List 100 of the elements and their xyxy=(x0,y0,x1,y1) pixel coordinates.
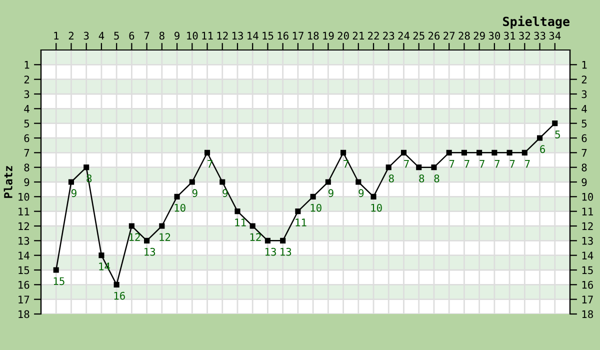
point xyxy=(68,179,74,185)
y-tick-label: 9 xyxy=(24,178,30,186)
y-tick-label: 6 xyxy=(24,134,30,142)
y-tick-label: 16 xyxy=(18,280,30,289)
data-label: 13 xyxy=(144,248,156,256)
y-tick-label: 7 xyxy=(24,149,30,157)
point xyxy=(280,238,286,244)
data-label: 12 xyxy=(250,233,261,241)
x-axis-title: Spieltage xyxy=(503,16,570,29)
data-label: 8 xyxy=(419,174,424,182)
x-tick-label: 26 xyxy=(428,32,440,40)
point xyxy=(250,223,256,229)
data-label: 9 xyxy=(328,189,334,198)
x-tick-label: 32 xyxy=(519,32,530,40)
x-tick-label: 30 xyxy=(488,32,500,40)
x-tick-label: 25 xyxy=(413,32,424,40)
point xyxy=(144,238,150,244)
x-tick-label: 2 xyxy=(68,32,74,40)
data-label: 8 xyxy=(388,174,394,182)
y-tick-label: 2 xyxy=(24,76,30,84)
point xyxy=(536,135,543,141)
point xyxy=(522,150,528,156)
x-tick-label: 9 xyxy=(174,32,180,40)
data-label: 7 xyxy=(494,160,500,168)
data-label: 12 xyxy=(160,233,170,241)
y2-tick-label: 5 xyxy=(582,120,587,128)
data-label: 11 xyxy=(235,218,246,226)
data-label: 9 xyxy=(72,189,76,198)
y-tick-label: 5 xyxy=(24,120,30,128)
x-tick-label: 28 xyxy=(458,32,470,40)
data-label: 16 xyxy=(114,292,125,300)
data-label: 9 xyxy=(358,189,364,198)
point xyxy=(370,194,376,200)
x-tick-label: 7 xyxy=(144,32,150,40)
data-label: 7 xyxy=(344,160,348,168)
x-tick-label: 33 xyxy=(534,32,546,40)
data-label: 10 xyxy=(310,204,322,212)
y-tick-label: 15 xyxy=(18,266,30,274)
x-tick-label: 16 xyxy=(278,32,288,40)
point xyxy=(506,150,512,156)
x-tick-label: 13 xyxy=(232,32,243,40)
x-tick-label: 34 xyxy=(549,32,561,40)
data-label: 10 xyxy=(371,204,382,212)
data-label: 11 xyxy=(296,218,306,226)
data-label: 13 xyxy=(265,248,276,256)
y2-tick-label: 1 xyxy=(582,61,587,69)
data-label: 10 xyxy=(174,204,186,212)
y2-tick-label: 8 xyxy=(582,164,587,172)
data-label: 9 xyxy=(222,189,228,198)
y2-tick-label: 4 xyxy=(582,105,587,113)
y2-tick-label: 14 xyxy=(582,252,594,260)
point xyxy=(552,120,558,126)
data-label: 7 xyxy=(208,160,212,168)
x-tick-label: 4 xyxy=(98,32,104,40)
data-label: 8 xyxy=(434,174,440,182)
y2-tick-label: 17 xyxy=(582,296,593,304)
data-label: 7 xyxy=(449,160,454,168)
y-tick-label: 3 xyxy=(24,90,30,98)
y2-tick-label: 16 xyxy=(582,280,593,289)
x-tick-label: 15 xyxy=(262,32,274,40)
point xyxy=(325,179,331,185)
point xyxy=(234,208,240,214)
point xyxy=(264,238,270,244)
data-label: 5 xyxy=(555,130,560,138)
x-tick-label: 6 xyxy=(129,32,134,40)
y-tick-label: 10 xyxy=(18,192,30,201)
point xyxy=(386,164,392,170)
point xyxy=(159,223,165,229)
data-label: 9 xyxy=(192,189,198,198)
y2-tick-label: 12 xyxy=(582,222,593,230)
x-tick-label: 23 xyxy=(383,32,394,40)
y-tick-label: 13 xyxy=(18,236,30,245)
data-label: 7 xyxy=(480,160,484,168)
y-tick-label: 11 xyxy=(18,208,30,216)
point xyxy=(53,267,59,273)
x-tick-label: 1 xyxy=(54,32,59,40)
y2-tick-label: 11 xyxy=(582,208,593,216)
y2-tick-label: 9 xyxy=(582,178,587,186)
y-tick-label: 8 xyxy=(24,164,30,172)
y2-tick-label: 2 xyxy=(582,76,586,84)
y2-tick-label: 13 xyxy=(582,236,593,245)
x-tick-label: 11 xyxy=(202,32,213,40)
x-tick-label: 8 xyxy=(159,32,164,40)
y2-tick-label: 18 xyxy=(582,310,593,318)
point xyxy=(114,282,120,288)
y-tick-label: 18 xyxy=(18,310,30,318)
x-tick-label: 20 xyxy=(338,32,349,40)
x-tick-label: 12 xyxy=(217,32,228,40)
x-tick-label: 14 xyxy=(248,32,258,40)
x-tick-label: 31 xyxy=(504,32,516,40)
x-tick-label: 5 xyxy=(114,32,119,40)
x-tick-label: 22 xyxy=(368,32,379,40)
point xyxy=(340,150,346,156)
data-label: 13 xyxy=(280,248,292,256)
point xyxy=(400,150,407,156)
point xyxy=(98,252,104,258)
point xyxy=(128,223,134,229)
x-tick-label: 17 xyxy=(292,32,304,40)
x-tick-label: 19 xyxy=(323,32,334,40)
point xyxy=(174,194,180,200)
